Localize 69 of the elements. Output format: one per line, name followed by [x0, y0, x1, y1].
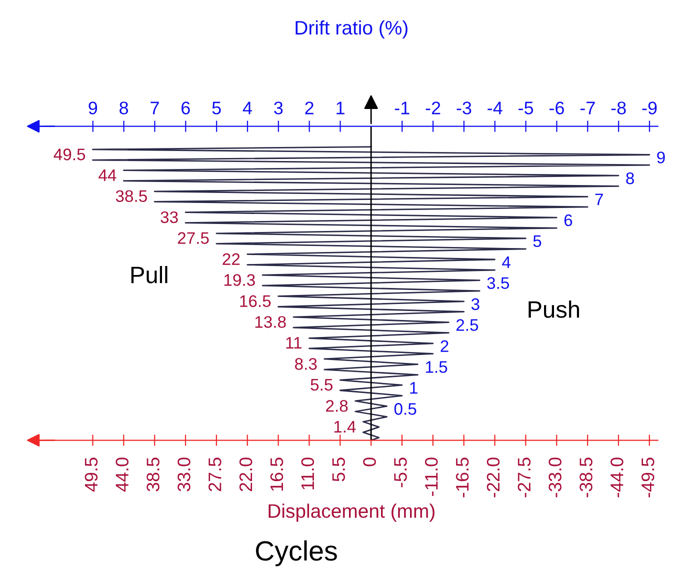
x2-tick-label: 2 [305, 102, 314, 114]
x2-tick-label: 1 [336, 102, 344, 114]
x-tick-label: -38.5 [580, 458, 592, 498]
annotation: 2.5 [456, 319, 478, 331]
x2-tick-label: -3 [456, 102, 472, 114]
annotation: 49.5 [54, 148, 86, 160]
x-axis-title: Displacement (mm) [268, 504, 434, 522]
x-tick-label: 33.0 [178, 458, 190, 492]
x-tick-label: 38.5 [146, 458, 160, 492]
x2-tick-label: 4 [242, 102, 252, 114]
annotation: 44 [98, 170, 116, 182]
x2-tick-label: -1 [394, 102, 410, 114]
x-tick-label: -27.5 [518, 458, 531, 498]
annotation: 19.3 [224, 274, 255, 286]
annotation: 1.4 [334, 421, 356, 432]
x2-tick-label: -4 [488, 102, 502, 114]
x-tick-label: -22.0 [486, 458, 500, 498]
x-tick-label: 11.0 [301, 458, 314, 490]
annotation: 3 [471, 298, 480, 310]
annotation: 6 [564, 214, 572, 226]
x-tick-label: 16.5 [270, 458, 284, 491]
x-tick-label: 5.5 [332, 458, 345, 482]
annotation: 22 [222, 253, 240, 265]
x2-tick-label: -5 [518, 102, 534, 114]
text: Cycles [256, 540, 337, 566]
annotation: Push [528, 300, 580, 318]
annotation: Pull [131, 266, 168, 284]
x-tick-label: 22.0 [239, 458, 252, 492]
annotation: 27.5 [178, 232, 209, 244]
x2-tick-label: -8 [611, 102, 626, 114]
annotation: 3.5 [487, 277, 510, 289]
x2-tick-label: 3 [274, 102, 283, 114]
annotation: 5 [533, 235, 542, 248]
x-tick-label: -44.0 [610, 458, 624, 498]
annotation: 8 [626, 172, 634, 184]
x2-tick-label: 5 [212, 102, 221, 114]
annotation: 7 [595, 194, 603, 206]
x2-tick-label: 8 [120, 102, 128, 114]
annotation: 33 [160, 211, 178, 224]
x2-tick-label: -6 [550, 102, 564, 114]
x2-tick-label: -9 [642, 102, 657, 114]
annotation: 5.5 [310, 379, 333, 391]
x-tick-label: 44.0 [116, 458, 129, 492]
annotation: 38.5 [116, 190, 147, 202]
annotation: 16.5 [240, 295, 271, 308]
annotation: 2 [440, 340, 448, 352]
annotation: 0.5 [394, 403, 416, 415]
annotation: 8.3 [295, 358, 317, 370]
annotation: 13.8 [255, 316, 286, 328]
annotation: 2.8 [326, 400, 348, 412]
x-tick-label: -11.0 [424, 458, 438, 496]
annotation: 4 [502, 256, 511, 268]
annotation: 9 [657, 152, 665, 164]
annotation: 1 [410, 382, 418, 394]
annotation: 1.5 [426, 361, 448, 373]
x-tick-label: 27.5 [208, 458, 222, 492]
x2-tick-label: -2 [426, 102, 440, 114]
annotation: 11 [286, 337, 302, 349]
x2-tick-label: 9 [88, 102, 98, 114]
x2-tick-label: -7 [580, 102, 595, 114]
x2-axis-title: Drift ratio (%) [296, 20, 408, 38]
x-tick-label: -49.5 [641, 458, 654, 498]
x-tick-label: -16.5 [456, 458, 469, 498]
x-tick-label: 0 [363, 458, 376, 466]
x-tick-label: 49.5 [84, 458, 98, 492]
x-tick-label: -33.0 [548, 458, 562, 498]
x2-tick-label: 7 [150, 102, 159, 114]
x2-tick-label: 6 [182, 102, 190, 114]
x-tick-label: -5.5 [394, 458, 407, 488]
